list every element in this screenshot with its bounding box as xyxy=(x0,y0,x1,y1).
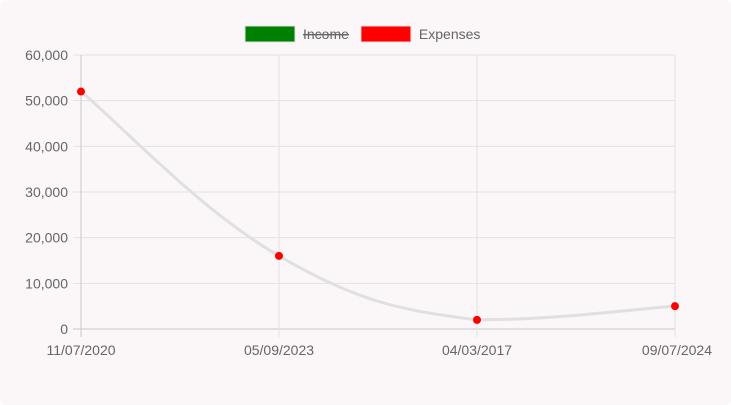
data-point-expenses[interactable] xyxy=(671,302,679,311)
x-tick-label: 09/07/2024 xyxy=(642,342,712,358)
y-tick-label: 20,000 xyxy=(25,230,68,246)
x-tick-label: 05/09/2023 xyxy=(244,342,314,358)
y-tick-label: 40,000 xyxy=(25,138,68,154)
data-point-expenses[interactable] xyxy=(77,87,85,96)
legend: Income Expenses xyxy=(244,25,480,43)
x-axis: 11/07/2020 05/09/2023 04/03/2017 09/07/2024 xyxy=(46,342,712,358)
series-line-expenses xyxy=(80,90,676,322)
legend-swatch xyxy=(244,25,296,43)
legend-item-income[interactable]: Income xyxy=(244,25,349,43)
legend-label: Expenses xyxy=(419,26,480,42)
data-point-expenses[interactable] xyxy=(275,251,283,260)
legend-item-expenses[interactable]: Expenses xyxy=(360,25,480,43)
y-tick-label: 60,000 xyxy=(25,47,68,63)
y-tick-label: 0 xyxy=(60,321,68,337)
grid-lines xyxy=(73,54,676,337)
legend-swatch xyxy=(360,25,412,43)
data-point-expenses[interactable] xyxy=(473,315,481,324)
y-axis: 0 10,000 20,000 30,000 40,000 50,000 60,000 xyxy=(25,47,68,337)
x-tick-label: 04/03/2017 xyxy=(442,342,512,358)
legend-label: Income xyxy=(303,26,349,42)
x-tick-label: 11/07/2020 xyxy=(46,342,115,358)
y-tick-label: 10,000 xyxy=(25,275,68,291)
y-tick-label: 30,000 xyxy=(25,184,68,200)
series-layer xyxy=(77,87,679,324)
y-tick-label: 50,000 xyxy=(25,93,68,109)
